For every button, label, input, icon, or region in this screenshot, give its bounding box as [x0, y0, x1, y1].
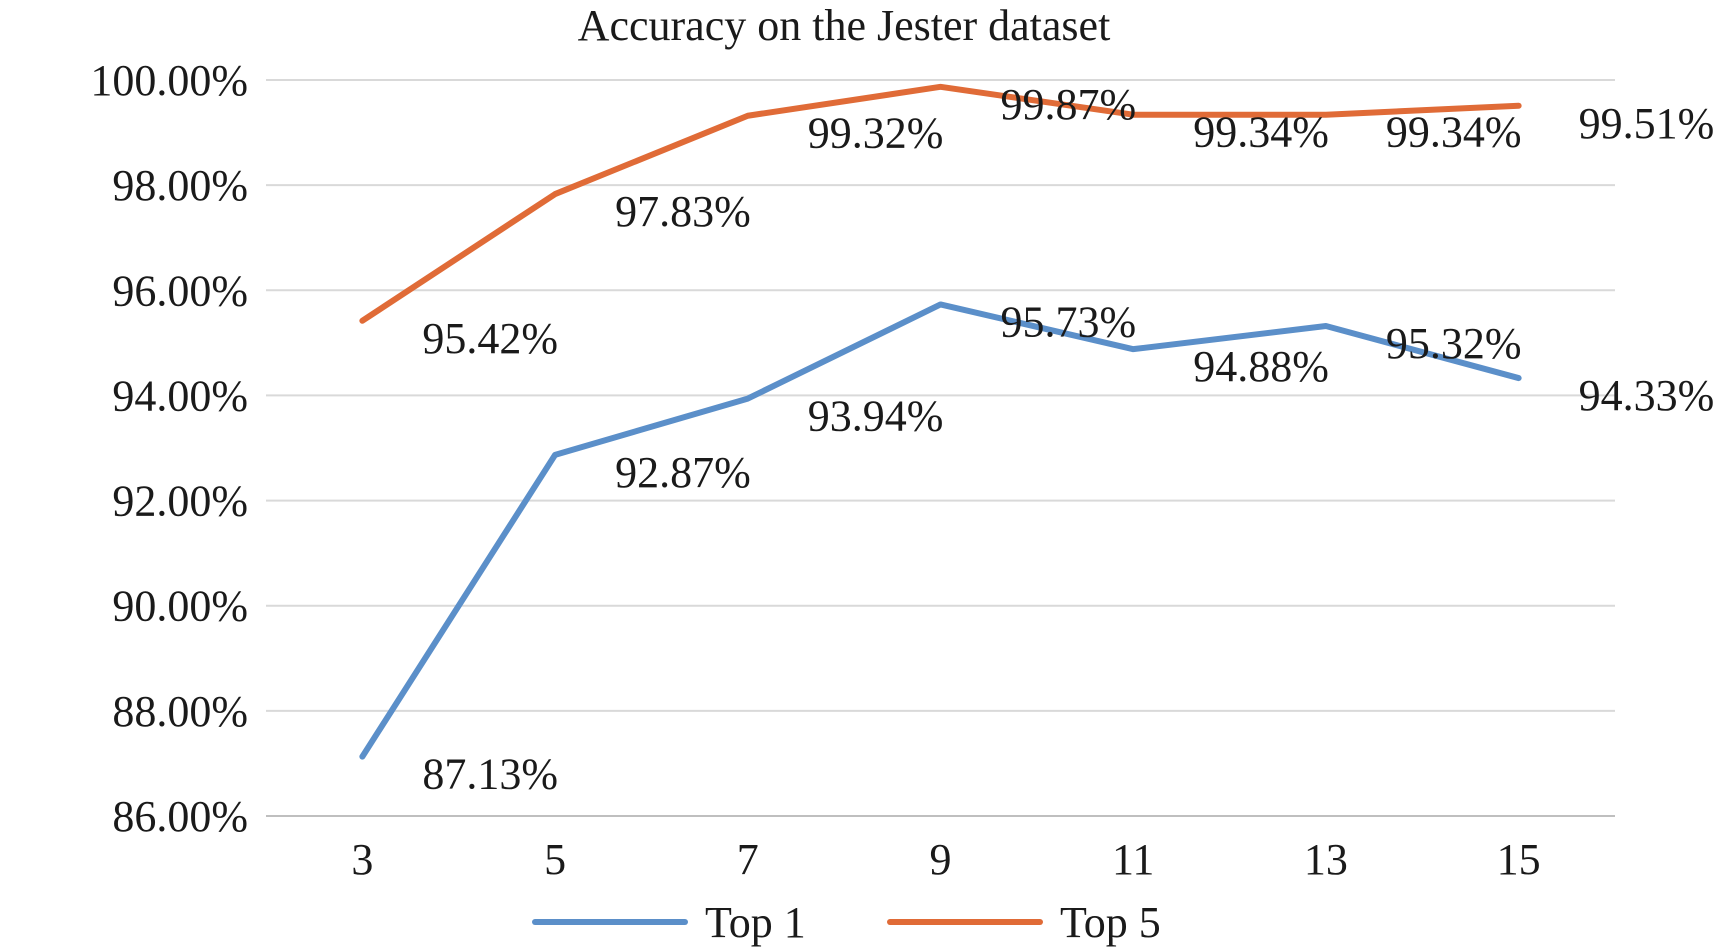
data-label: 92.87% — [615, 448, 751, 497]
data-labels: 87.13% 92.87% 93.94% 95.73% 94.88% 95.32% 94.3… — [422, 80, 1714, 799]
data-label: 94.88% — [1193, 342, 1329, 391]
y-axis-ticks: 86.00% 88.00% 90.00% 92.00% 94.00% 96.00% 98.0… — [90, 56, 248, 841]
data-label: 95.42% — [422, 314, 558, 363]
data-label: 95.73% — [1001, 297, 1137, 346]
y-tick-label: 86.00% — [112, 792, 248, 841]
x-tick-label: 9 — [930, 835, 952, 884]
y-tick-label: 94.00% — [112, 371, 248, 420]
series-lines — [359, 83, 1522, 760]
chart-title: Accuracy on the Jester dataset — [578, 1, 1111, 50]
series-line-1 — [359, 301, 1522, 760]
y-tick-label: 88.00% — [112, 687, 248, 736]
legend: Top 1 Top 5 — [532, 898, 1161, 947]
data-label: 99.32% — [808, 109, 944, 158]
x-tick-label: 3 — [351, 835, 373, 884]
legend-label-1: Top 1 — [705, 898, 806, 947]
data-label: 87.13% — [422, 750, 558, 799]
y-tick-label: 100.00% — [90, 56, 248, 105]
y-tick-label: 92.00% — [112, 477, 248, 526]
x-tick-label: 13 — [1304, 835, 1348, 884]
y-tick-label: 96.00% — [112, 266, 248, 315]
data-label: 99.34% — [1193, 108, 1329, 157]
gridlines — [266, 79, 1615, 817]
x-tick-label: 7 — [737, 835, 759, 884]
data-label: 95.32% — [1386, 319, 1522, 368]
data-label: 94.33% — [1579, 371, 1715, 420]
x-tick-label: 5 — [544, 835, 566, 884]
data-label: 99.87% — [1001, 80, 1137, 129]
legend-label-2: Top 5 — [1060, 898, 1161, 947]
x-tick-label: 15 — [1497, 835, 1541, 884]
data-label: 99.51% — [1579, 99, 1715, 148]
x-axis-ticks: 3 5 7 9 11 13 15 — [351, 835, 1540, 884]
data-label: 99.34% — [1386, 108, 1522, 157]
y-tick-label: 98.00% — [112, 161, 248, 210]
y-tick-label: 90.00% — [112, 582, 248, 631]
series-line-2 — [359, 83, 1522, 324]
x-tick-label: 11 — [1112, 835, 1154, 884]
data-label: 97.83% — [615, 187, 751, 236]
data-label: 93.94% — [808, 392, 944, 441]
